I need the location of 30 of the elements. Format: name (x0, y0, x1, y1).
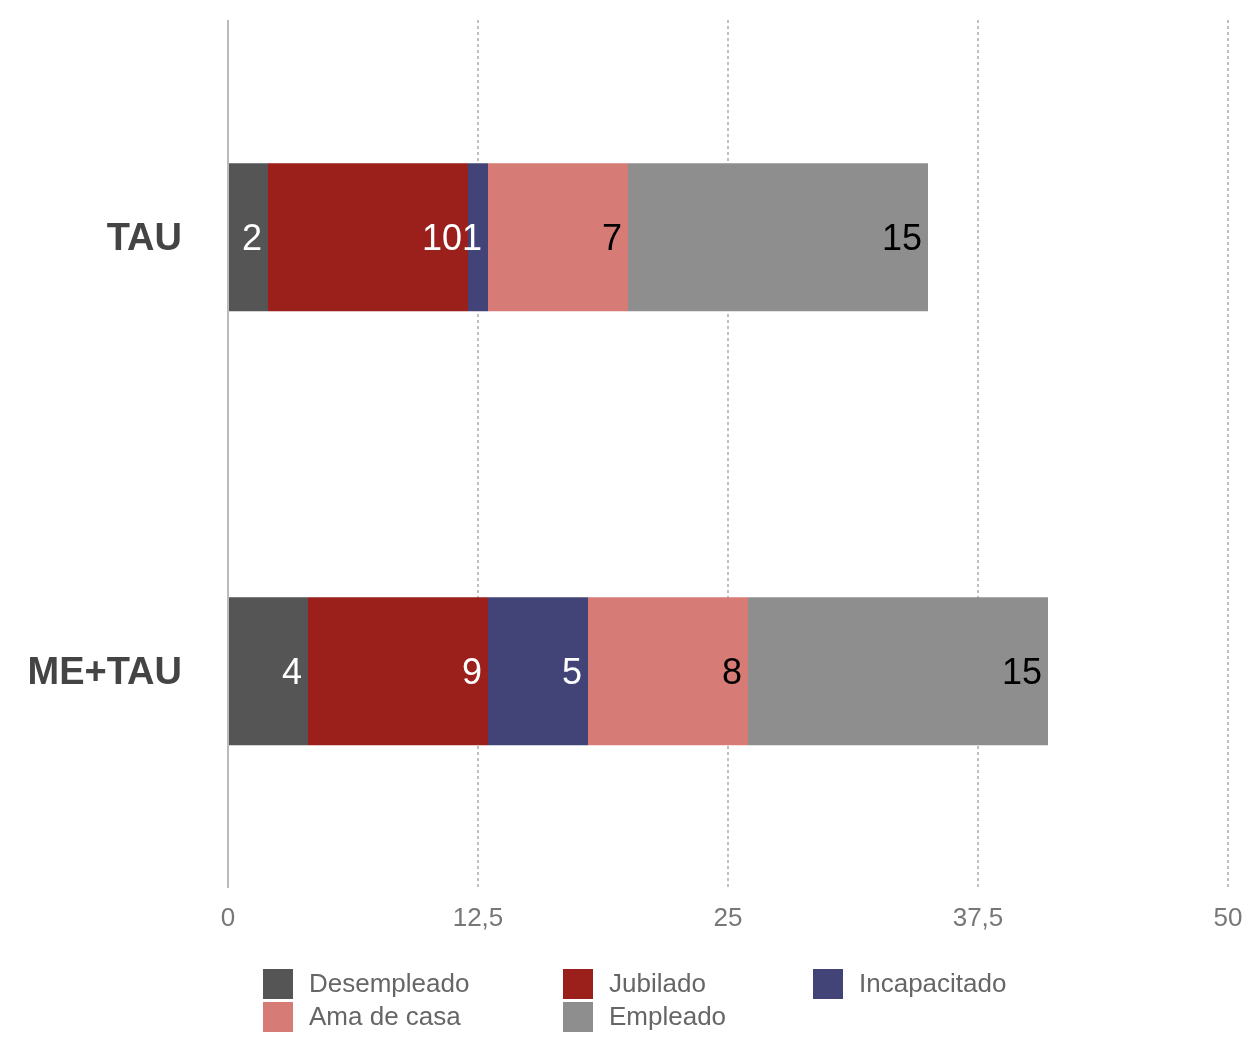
data-label: 8 (721, 651, 742, 692)
y-tick-label: ME+TAU (27, 650, 182, 693)
data-label: 1 (461, 217, 482, 258)
bar (308, 597, 488, 746)
x-tick-label: 0 (220, 902, 236, 933)
legend-label: Empleado (609, 1001, 727, 1032)
legend-label: Incapacitado (859, 968, 1007, 999)
x-tick-label: 37,5 (952, 902, 1004, 933)
bar (488, 163, 628, 312)
x-tick-label: 12,5 (452, 902, 504, 933)
bar (628, 163, 928, 312)
bar (588, 597, 748, 746)
x-tick-label: 25 (713, 902, 743, 933)
data-label: 10 (421, 217, 462, 258)
y-tick-label: TAU (106, 216, 182, 259)
bar (228, 163, 268, 312)
data-label: 7 (601, 217, 622, 258)
data-label: 9 (461, 651, 482, 692)
bar (748, 597, 1048, 746)
bar (228, 597, 308, 746)
data-label: 2 (241, 217, 262, 258)
legend-label: Desempleado (309, 968, 470, 999)
bar (488, 597, 588, 746)
x-tick-label: 50 (1213, 902, 1243, 933)
data-label: 4 (281, 651, 302, 692)
data-label: 15 (881, 217, 922, 258)
legend-label: Ama de casa (309, 1001, 461, 1032)
legend-label: Jubilado (609, 968, 706, 999)
data-label: 5 (561, 651, 582, 692)
data-label: 15 (1001, 651, 1042, 692)
